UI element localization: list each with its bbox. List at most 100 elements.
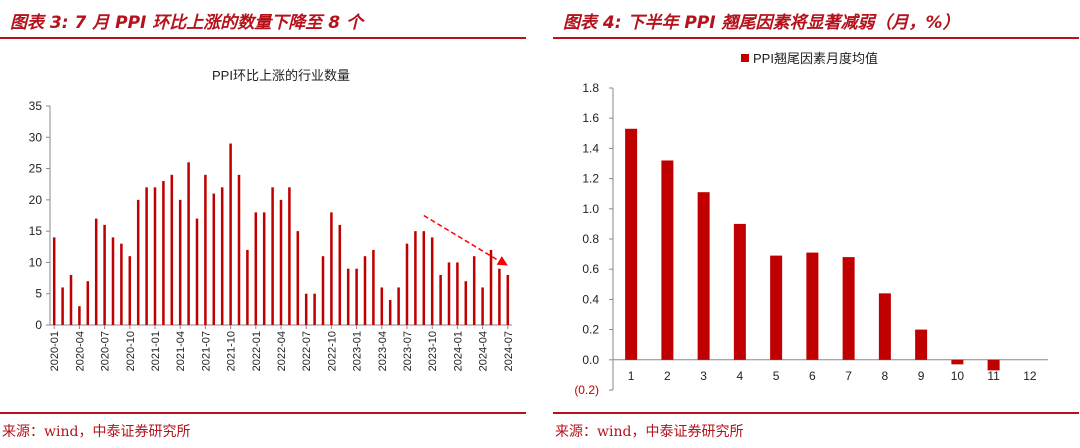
bar [304,293,308,325]
bar [625,128,638,360]
bar [878,293,891,360]
bar [128,256,132,325]
y-tick-label: 25 [29,162,43,176]
bar [153,187,157,325]
bar [372,249,375,325]
y-tick-label: 1.0 [582,202,599,216]
bar [254,212,258,325]
y-tick-label: 1.4 [582,141,599,155]
left-source-rule [0,412,526,414]
x-tick-label: 2023-10 [427,331,439,371]
x-tick-label: 2024-01 [452,331,464,371]
right-title-rule [553,37,1079,39]
bar [987,359,1000,371]
x-tick-label: 2023-04 [377,331,389,371]
bar [422,231,426,325]
bar [770,255,783,360]
bar [951,359,964,365]
x-tick-label: 2 [664,369,671,383]
x-tick-label: 3 [700,369,707,383]
bar [220,187,224,325]
x-tick-label: 7 [845,369,852,383]
x-tick-label: 2020-10 [125,331,137,371]
bar [279,199,283,325]
bar [397,287,400,325]
x-tick-label: 8 [882,369,889,383]
x-tick-label: 2020-07 [100,331,112,371]
bar [61,287,64,325]
y-tick-label: 15 [29,224,43,238]
bar [313,293,316,325]
left-source-note: 来源：wind，中泰证券研究所 [2,424,191,440]
y-tick-label: 1.8 [582,81,599,95]
y-tick-label: 0.4 [582,292,599,306]
bar [498,268,501,325]
left-title-rule [0,37,526,39]
bar [103,224,106,325]
left-panel-title: 图表 3: 7 月 PPI 环比上涨的数量下降至 8 个 [10,13,363,33]
bar [136,199,140,325]
bar [296,231,300,325]
trend-arrow-line [423,214,503,264]
bar [481,287,484,325]
x-tick-label: 2020-01 [49,331,61,371]
x-tick-label: 4 [737,369,744,383]
bar [178,199,182,325]
bar [472,256,476,325]
right-chart-panel: 图表 4: 下半年 PPI 翘尾因素将显著减弱（月，%） PPI翘尾因素月度均值… [553,0,1079,448]
bar [195,218,199,325]
bar [842,257,855,360]
y-tick-label: 30 [29,130,43,144]
x-tick-label: 2021-01 [150,331,162,371]
x-tick-label: 2024-07 [503,331,515,371]
bar [414,231,417,325]
right-source-rule [553,412,1079,414]
legend-label: PPI翘尾因素月度均值 [753,51,878,66]
x-tick-label: 2022-10 [326,331,338,371]
bar [915,329,928,360]
bar [447,262,451,325]
bar [456,262,459,325]
bar [212,193,216,325]
bar [439,274,442,325]
bar [405,243,409,325]
x-tick-label: 2023-07 [402,331,414,371]
bar [204,174,207,325]
y-tick-label: 20 [29,193,43,207]
x-tick-label: 2022-01 [251,331,263,371]
left-bar-chart: PPI环比上涨的行业数量 0 5 10 15 20 25 30 35 2020-01 2020-04… [29,68,515,371]
bar [162,181,165,325]
x-tick-label: 1 [628,369,635,383]
bar [506,274,510,325]
y-tick-label: 10 [29,255,43,269]
y-tick-label: 5 [35,287,42,301]
bar [661,160,674,360]
bar [288,187,291,325]
bar [806,252,819,360]
y-tick-label: (0.2) [574,383,599,397]
bar [237,174,241,325]
x-tick-label: 2021-04 [175,331,187,371]
bar [170,174,174,325]
bar [69,274,73,325]
x-tick-label: 9 [918,369,925,383]
x-tick-label: 2020-04 [74,331,86,371]
chart-title: PPI环比上涨的行业数量 [212,68,350,83]
right-panel-title: 图表 4: 下半年 PPI 翘尾因素将显著减弱（月，%） [563,13,960,33]
bar [271,187,274,325]
trend-arrow-head [496,256,508,266]
bar [489,249,493,325]
x-tick-label: 12 [1023,369,1037,383]
bar [733,223,746,360]
bar [380,287,384,325]
x-tick-label: 10 [951,369,965,383]
bar [330,212,333,325]
bar [355,268,358,325]
x-tick-label: 2022-07 [301,331,313,371]
bar [111,237,115,325]
y-tick-label: 35 [29,99,43,113]
y-tick-label: 0.6 [582,262,599,276]
x-tick-label: 6 [809,369,816,383]
bar [338,224,342,325]
bar [464,281,468,325]
